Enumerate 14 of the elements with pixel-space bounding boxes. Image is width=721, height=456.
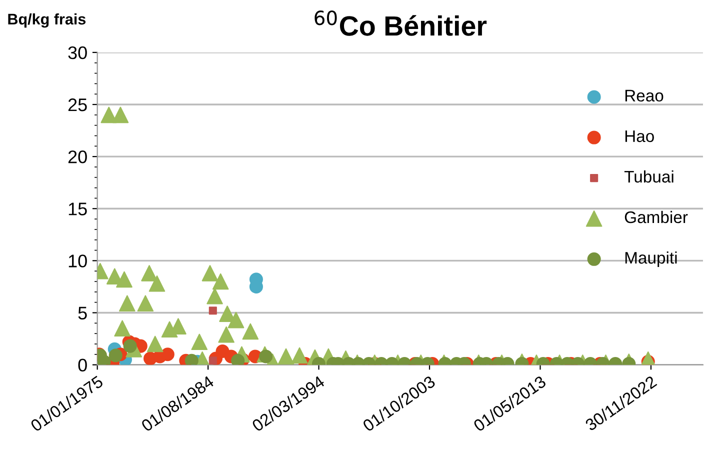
- legend-label: Reao: [625, 90, 664, 102]
- chart-title: $^{60}$Co Bénitier: [314, 10, 487, 36]
- legend-label: Hao: [625, 130, 654, 142]
- y-tick-label: 30: [68, 46, 87, 60]
- y-tick-label: 5: [78, 306, 87, 320]
- legend-label: Tubuai: [624, 170, 674, 183]
- y-tick-label: 10: [68, 254, 87, 268]
- y-tick-label: 0: [78, 358, 87, 372]
- y-axis-title: Bq/kg frais: [8, 13, 86, 28]
- y-tick-label: 20: [68, 150, 87, 164]
- legend-label: Maupiti: [625, 251, 677, 267]
- legend-label: Gambier: [624, 210, 688, 224]
- y-tick-label: 15: [68, 202, 87, 216]
- y-tick-label: 25: [68, 98, 87, 112]
